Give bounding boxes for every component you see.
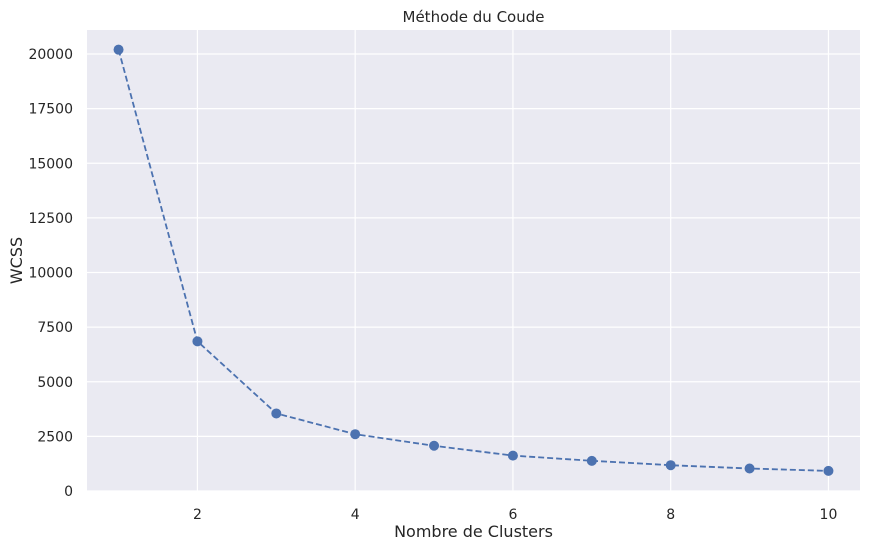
data-point xyxy=(823,465,834,476)
data-point xyxy=(192,336,203,347)
x-tick-label: 2 xyxy=(193,507,202,523)
data-point xyxy=(429,440,440,451)
y-tick-label: 7500 xyxy=(37,320,73,336)
data-point xyxy=(507,450,518,461)
tick-labels: 0 2500 5000 7500 10000 12500 15000 17500 20000 2 4… xyxy=(28,47,837,523)
data-point xyxy=(665,460,676,471)
y-tick-label: 5000 xyxy=(37,375,73,391)
data-point xyxy=(744,463,755,474)
y-tick-label: 15000 xyxy=(28,156,73,172)
y-tick-label: 2500 xyxy=(37,429,73,445)
x-tick-label: 8 xyxy=(666,507,675,523)
x-axis-title: Nombre de Clusters xyxy=(394,522,553,541)
grid xyxy=(87,30,860,492)
y-tick-label: 10000 xyxy=(28,266,73,282)
y-tick-label: 0 xyxy=(64,484,73,500)
y-tick-label: 17500 xyxy=(28,102,73,118)
series-layer xyxy=(113,44,834,476)
y-axis-title: WCSS xyxy=(7,237,26,284)
data-point xyxy=(113,44,124,55)
series-line xyxy=(117,49,829,472)
x-tick-label: 10 xyxy=(820,507,838,523)
x-tick-label: 4 xyxy=(351,507,360,523)
data-point xyxy=(586,455,597,466)
data-point xyxy=(271,408,282,419)
y-tick-label: 20000 xyxy=(28,47,73,63)
y-tick-label: 12500 xyxy=(28,211,73,227)
data-point xyxy=(350,429,361,440)
x-tick-label: 6 xyxy=(508,507,517,523)
chart-title: Méthode du Coude xyxy=(403,8,545,26)
plot-area xyxy=(87,30,860,491)
